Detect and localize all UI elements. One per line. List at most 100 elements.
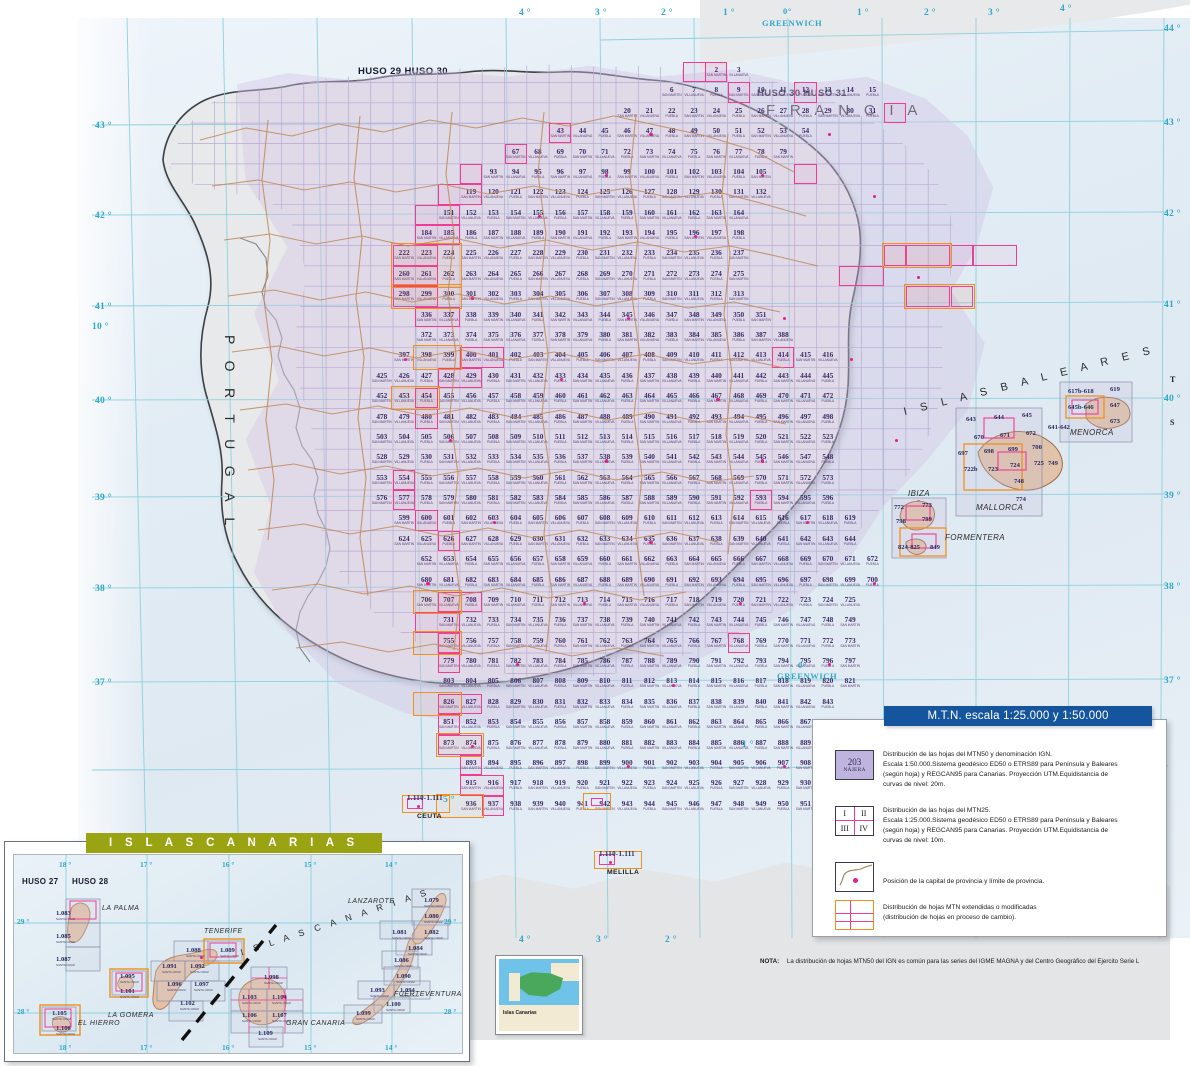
sheet-number[interactable]: 949: [755, 798, 767, 808]
sheet-number[interactable]: 748: [822, 615, 834, 625]
sheet-number[interactable]: 340: [510, 309, 522, 319]
sheet-number[interactable]: 807: [532, 676, 544, 686]
sheet-number[interactable]: 877: [532, 737, 544, 747]
sheet-number[interactable]: 861: [666, 717, 678, 727]
sheet-number[interactable]: 640: [755, 533, 767, 543]
sheet-number[interactable]: 937: [487, 798, 499, 808]
sheet-number[interactable]: 184: [420, 228, 432, 237]
sheet-number[interactable]: 878: [554, 737, 566, 747]
sheet-number[interactable]: 274: [710, 268, 722, 278]
extended-sheet-highlight[interactable]: [437, 714, 460, 735]
sheet-number[interactable]: 875: [487, 737, 499, 747]
sheet-number[interactable]: 886: [733, 737, 745, 747]
sheet-number[interactable]: 738: [599, 615, 611, 625]
sheet-number[interactable]: 606: [554, 513, 566, 523]
canarias-sheet-number[interactable]: 1.093: [370, 987, 385, 994]
canarias-sheet-number[interactable]: 1.086: [394, 957, 409, 964]
sheet-number[interactable]: 902: [666, 757, 678, 767]
sheet-number[interactable]: 596: [822, 493, 834, 502]
sheet-number[interactable]: 740: [643, 615, 655, 625]
sheet-number[interactable]: 929: [777, 778, 789, 788]
sheet-number[interactable]: 792: [733, 656, 745, 665]
sheet-number[interactable]: 865: [755, 717, 767, 727]
sheet-number[interactable]: 830: [532, 696, 544, 706]
sheet-number[interactable]: 666: [733, 554, 745, 564]
sheet-number[interactable]: 542: [688, 452, 700, 462]
sheet-number[interactable]: 349: [710, 309, 722, 319]
sheet-number[interactable]: 197: [710, 228, 722, 237]
sheet-number[interactable]: 773: [844, 635, 856, 645]
sheet-number[interactable]: 661: [621, 554, 633, 564]
sheet-number[interactable]: 771: [800, 635, 812, 645]
sheet-number[interactable]: 696: [777, 574, 789, 584]
sheet-number[interactable]: 384: [688, 329, 700, 339]
sheet-number[interactable]: 683: [487, 574, 499, 584]
sheet-number[interactable]: 767: [710, 635, 722, 645]
sheet-number[interactable]: 818: [777, 676, 789, 686]
sheet-number[interactable]: 548: [822, 452, 834, 462]
sheet-number[interactable]: 926: [710, 778, 722, 788]
sheet-number[interactable]: 858: [599, 717, 611, 727]
sheet-number[interactable]: 671: [844, 554, 856, 564]
sheet-number[interactable]: 863: [710, 717, 722, 727]
canarias-sheet-number[interactable]: 1.092: [190, 963, 205, 970]
sheet-number[interactable]: 31: [868, 105, 877, 115]
sheet-number[interactable]: 272: [666, 268, 678, 278]
balearic-sheet-number[interactable]: 849: [930, 544, 940, 551]
sheet-number[interactable]: 920: [577, 778, 589, 788]
sheet-number[interactable]: 600: [420, 513, 432, 523]
sheet-number[interactable]: 613: [710, 513, 722, 523]
sheet-number[interactable]: 880: [599, 737, 611, 747]
sheet-number[interactable]: 24: [712, 105, 720, 115]
sheet-number[interactable]: 652: [420, 554, 432, 564]
sheet-number[interactable]: 196: [688, 228, 700, 237]
sheet-number[interactable]: 698: [822, 574, 834, 584]
sheet-number[interactable]: 905: [733, 757, 745, 767]
extended-sheet-highlight[interactable]: [459, 775, 505, 796]
sheet-number[interactable]: 656: [510, 554, 522, 564]
sheet-number[interactable]: 346: [643, 309, 655, 319]
sheet-number[interactable]: 782: [510, 656, 522, 665]
sheet-number[interactable]: 692: [688, 574, 700, 584]
sheet-number[interactable]: 758: [510, 635, 522, 645]
sheet-number[interactable]: 815: [710, 676, 722, 686]
sheet-number[interactable]: 794: [777, 656, 789, 665]
balearic-sheet-number[interactable]: 645b-646: [1068, 404, 1094, 411]
sheet-number[interactable]: 721: [755, 594, 767, 604]
sheet-number[interactable]: 545: [755, 452, 767, 462]
sheet-number[interactable]: 888: [777, 737, 789, 747]
sheet-number[interactable]: 275: [733, 268, 745, 278]
sheet-number[interactable]: 470: [777, 391, 789, 401]
sheet-number[interactable]: 426: [398, 370, 410, 380]
sheet-number[interactable]: 603: [487, 513, 499, 523]
sheet-number[interactable]: 948: [733, 798, 745, 808]
sheet-number[interactable]: 766: [688, 635, 700, 645]
sheet-number[interactable]: 864: [733, 717, 745, 727]
sheet-number[interactable]: 350: [733, 309, 745, 319]
sheet-number[interactable]: 528: [376, 452, 388, 462]
sheet-number[interactable]: 594: [777, 493, 789, 502]
sheet-number[interactable]: 832: [577, 696, 589, 706]
sheet-number[interactable]: 854: [510, 717, 522, 727]
canarias-sheet-number[interactable]: 1.090: [396, 973, 411, 980]
sheet-number[interactable]: 273: [688, 268, 700, 278]
sheet-number[interactable]: 720: [733, 594, 745, 604]
sheet-number[interactable]: 522: [800, 431, 812, 441]
sheet-number[interactable]: 860: [643, 717, 655, 727]
sheet-number[interactable]: 440: [710, 370, 722, 380]
sheet-number[interactable]: 344: [599, 309, 611, 319]
sheet-number[interactable]: 533: [487, 452, 499, 462]
sheet-number[interactable]: 787: [621, 656, 633, 665]
extended-sheet-highlight[interactable]: [950, 245, 973, 266]
sheet-number[interactable]: 938: [510, 798, 522, 808]
modified-sheet-highlight[interactable]: [435, 793, 485, 819]
sheet-number[interactable]: 853: [487, 717, 499, 727]
sheet-number[interactable]: 462: [599, 391, 611, 401]
sheet-number[interactable]: 699: [844, 574, 856, 584]
extended-sheet-highlight[interactable]: [482, 795, 505, 817]
sheet-number[interactable]: 841: [777, 696, 789, 706]
canarias-sheet-number[interactable]: 1.082: [424, 929, 439, 936]
sheet-number[interactable]: 734: [510, 615, 522, 625]
extended-sheet-highlight[interactable]: [393, 490, 416, 511]
sheet-number[interactable]: 503: [376, 431, 388, 441]
